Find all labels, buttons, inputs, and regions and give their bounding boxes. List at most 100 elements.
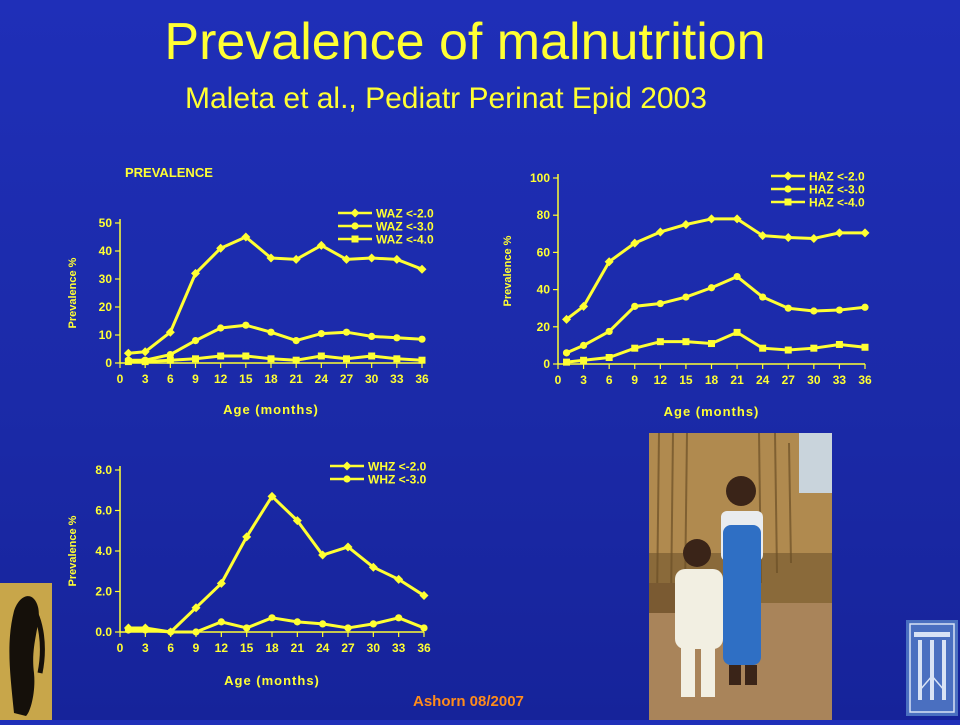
y-tick-label: 0.0 bbox=[95, 625, 112, 639]
legend-label: WAZ <-3.0 bbox=[376, 220, 434, 234]
legend-label: WAZ <-4.0 bbox=[376, 233, 434, 247]
data-point bbox=[393, 334, 401, 342]
legend-marker bbox=[351, 222, 359, 230]
data-point bbox=[192, 628, 200, 636]
data-point bbox=[317, 330, 325, 338]
data-point bbox=[141, 626, 149, 634]
data-point bbox=[579, 301, 589, 311]
y-axis-label: Prevalence % bbox=[502, 235, 514, 306]
x-tick-label: 27 bbox=[340, 372, 354, 386]
legend-label: HAZ <-4.0 bbox=[809, 196, 865, 210]
data-point bbox=[319, 620, 327, 628]
data-point bbox=[217, 352, 225, 360]
series-1 bbox=[124, 614, 428, 636]
data-point bbox=[759, 293, 767, 301]
x-tick-label: 36 bbox=[858, 373, 872, 387]
data-point bbox=[579, 341, 588, 349]
x-tick-label: 21 bbox=[730, 373, 744, 387]
data-point bbox=[630, 238, 640, 248]
data-point bbox=[242, 321, 250, 329]
slide-subtitle: Maleta et al., Pediatr Perinat Epid 2003 bbox=[185, 82, 707, 115]
x-axis-label: Age (months) bbox=[224, 673, 320, 688]
x-tick-label: 9 bbox=[192, 372, 199, 386]
data-point bbox=[732, 214, 742, 224]
x-tick-label: 15 bbox=[240, 641, 254, 655]
y-tick-label: 20 bbox=[99, 300, 113, 314]
y-tick-label: 60 bbox=[537, 245, 551, 259]
chart-whz: 0.02.04.06.08.00 3 6 9 12 15 18 21 24 27 30 33 36Age… bbox=[67, 460, 431, 689]
data-point bbox=[140, 347, 150, 357]
y-tick-label: 10 bbox=[99, 328, 113, 342]
legend-marker bbox=[342, 461, 352, 471]
data-point bbox=[861, 303, 869, 311]
data-point bbox=[343, 355, 350, 363]
x-tick-label: 33 bbox=[392, 641, 406, 655]
data-point bbox=[266, 253, 276, 263]
data-point bbox=[707, 284, 716, 292]
x-tick-label: 0 bbox=[117, 641, 124, 655]
series-line bbox=[128, 494, 425, 634]
data-point bbox=[580, 356, 588, 364]
series-line bbox=[565, 217, 865, 321]
data-point bbox=[395, 614, 403, 622]
slide-title: Prevalence of malnutrition bbox=[164, 13, 766, 71]
y-tick-label: 8.0 bbox=[95, 463, 112, 477]
data-point bbox=[835, 306, 844, 314]
x-tick-label: 36 bbox=[417, 641, 431, 655]
data-point bbox=[342, 328, 351, 336]
x-tick-label: 24 bbox=[315, 372, 329, 386]
x-tick-label: 3 bbox=[142, 641, 149, 655]
x-tick-label: 12 bbox=[214, 372, 228, 386]
data-point bbox=[810, 344, 818, 352]
data-point bbox=[123, 348, 133, 358]
series-2 bbox=[124, 352, 426, 366]
data-point bbox=[417, 264, 427, 274]
x-tick-label: 12 bbox=[654, 373, 668, 387]
legend-label: WAZ <-2.0 bbox=[376, 207, 434, 221]
data-point bbox=[124, 358, 132, 366]
x-tick-label: 12 bbox=[215, 641, 229, 655]
y-tick-label: 6.0 bbox=[95, 504, 112, 518]
data-point bbox=[605, 353, 613, 361]
series-2 bbox=[563, 328, 869, 366]
data-point bbox=[809, 233, 819, 243]
x-tick-label: 21 bbox=[291, 641, 305, 655]
x-tick-label: 24 bbox=[756, 373, 770, 387]
y-tick-label: 50 bbox=[99, 216, 113, 230]
x-tick-label: 3 bbox=[142, 372, 149, 386]
data-point bbox=[835, 340, 843, 348]
data-point bbox=[242, 352, 250, 360]
data-point bbox=[368, 562, 378, 572]
series-1 bbox=[562, 272, 869, 357]
legend-marker bbox=[784, 198, 792, 206]
data-point bbox=[392, 254, 402, 264]
data-point bbox=[241, 232, 251, 242]
y-tick-label: 20 bbox=[537, 320, 551, 334]
data-point bbox=[191, 603, 201, 613]
data-point bbox=[393, 355, 401, 363]
x-tick-label: 33 bbox=[833, 373, 847, 387]
data-point bbox=[217, 324, 225, 332]
y-tick-label: 30 bbox=[99, 272, 113, 286]
x-tick-label: 27 bbox=[782, 373, 796, 387]
data-point bbox=[124, 626, 133, 634]
legend-label: WHZ <-3.0 bbox=[368, 473, 427, 487]
data-point bbox=[367, 253, 377, 263]
data-point bbox=[342, 254, 351, 264]
data-point bbox=[860, 228, 870, 238]
legend-label: HAZ <-2.0 bbox=[809, 170, 865, 184]
legend-marker bbox=[351, 235, 359, 243]
y-axis-label: Prevalence % bbox=[67, 257, 79, 328]
data-point bbox=[368, 352, 376, 360]
data-point bbox=[344, 624, 352, 632]
legend-label: HAZ <-3.0 bbox=[809, 183, 865, 197]
data-point bbox=[733, 272, 741, 281]
data-point bbox=[708, 340, 715, 348]
data-point bbox=[562, 349, 571, 357]
series-0 bbox=[562, 214, 870, 324]
x-tick-label: 18 bbox=[705, 373, 719, 387]
data-point bbox=[267, 491, 277, 501]
data-point bbox=[758, 231, 768, 241]
